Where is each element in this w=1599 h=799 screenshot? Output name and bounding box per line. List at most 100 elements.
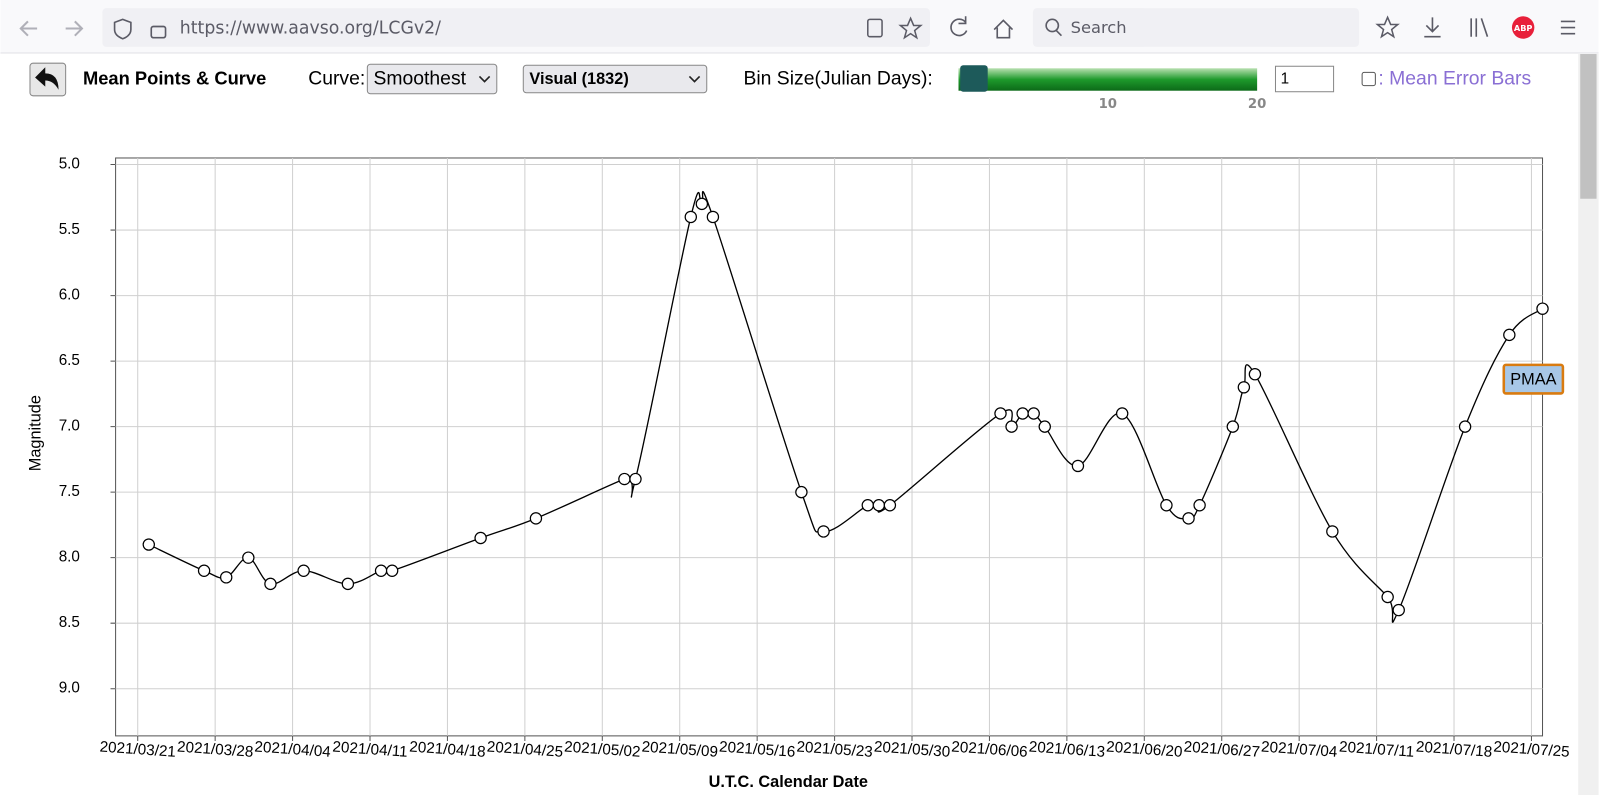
y-tick-label: 9.0	[59, 680, 80, 697]
y-tick-label: 7.0	[59, 418, 80, 435]
bin-input-value[interactable]: 1	[1281, 71, 1290, 88]
plot-area	[115, 157, 1544, 737]
addon-icon[interactable]	[1511, 16, 1535, 39]
mean-point	[1160, 499, 1173, 512]
y-tick-label: 6.5	[59, 352, 80, 369]
mean-point	[861, 499, 874, 512]
x-tick-label: 2021/07/18	[1415, 739, 1492, 761]
home-icon[interactable]	[993, 19, 1014, 39]
x-tick-label: 2021/06/20	[1106, 739, 1183, 761]
mean-point	[242, 551, 255, 564]
mean-point	[1005, 420, 1018, 433]
search-box[interactable]	[1032, 8, 1360, 47]
back-button[interactable]	[19, 20, 38, 37]
reader-icon[interactable]	[867, 18, 883, 38]
star-label: PMAA	[1510, 370, 1556, 388]
x-axis-title: U.T.C. Calendar Date	[709, 773, 868, 791]
search-placeholder[interactable]: Search	[1071, 18, 1127, 37]
mean-point	[994, 407, 1007, 420]
mean-point	[1503, 328, 1516, 342]
mean-point	[1038, 420, 1051, 433]
mean-point	[1027, 407, 1040, 420]
y-tick-label: 5.5	[59, 221, 80, 238]
mean-point	[706, 210, 720, 224]
download-icon[interactable]	[1424, 17, 1441, 38]
x-tick-label: 2021/06/06	[951, 739, 1028, 761]
y-tick-label: 5.0	[59, 156, 80, 173]
y-axis-title: Magnitude	[26, 395, 44, 471]
mean-point	[374, 564, 388, 577]
mean-point	[817, 525, 830, 538]
scrollbar[interactable]	[1578, 54, 1599, 796]
mean-point	[1392, 603, 1405, 617]
slider-tick-label: 10	[1099, 97, 1117, 112]
mean-point	[341, 577, 355, 591]
mean-point	[142, 538, 155, 551]
back-arrow	[35, 67, 59, 90]
mean-point	[1458, 420, 1472, 433]
forward-button[interactable]	[65, 20, 84, 37]
x-tick-label: 2021/04/04	[254, 739, 332, 761]
x-tick-label: 2021/05/16	[718, 739, 795, 761]
x-tick-label: 2021/04/25	[486, 739, 563, 761]
x-tick-label: 2021/07/04	[1260, 739, 1338, 761]
url[interactable]: https://www.aavso.org/LCGv2/	[180, 19, 441, 39]
mean-point	[385, 564, 399, 577]
x-tick-label: 2021/04/18	[409, 739, 486, 761]
error-bars-checkbox[interactable]	[1361, 71, 1376, 87]
slider-tick-label: 20	[1248, 97, 1266, 112]
error-bars-label[interactable]: : Mean Error Bars	[1378, 68, 1531, 90]
mean-point	[795, 485, 808, 499]
mean-point	[529, 512, 543, 525]
url-bar[interactable]	[102, 8, 930, 47]
bin-input[interactable]	[1274, 65, 1335, 93]
x-tick-label: 2021/03/21	[99, 739, 176, 761]
mean-point	[618, 472, 631, 486]
y-tick-label: 6.0	[59, 287, 80, 304]
mean-point	[1237, 381, 1251, 394]
shield-icon[interactable]	[113, 18, 132, 40]
slider-thumb	[960, 65, 988, 92]
x-tick-label: 2021/05/02	[564, 739, 641, 761]
band-value[interactable]: Visual (1832)	[529, 70, 628, 88]
bookmarks-icon[interactable]	[1375, 15, 1400, 39]
y-tick-label: 8.5	[59, 614, 80, 631]
lock-icon[interactable]	[150, 25, 167, 39]
x-tick-label: 2021/07/25	[1493, 739, 1570, 761]
mean-point	[219, 571, 233, 584]
y-tick-label: 8.0	[59, 549, 80, 566]
x-tick-label: 2021/06/13	[1028, 739, 1105, 761]
mean-point	[474, 531, 487, 545]
x-tick-label: 2021/07/11	[1338, 739, 1414, 761]
toolbar-title: Mean Points & Curve	[83, 67, 266, 88]
mean-point	[1182, 512, 1195, 525]
x-tick-label: 2021/04/11	[332, 739, 408, 761]
bookmark-icon[interactable]	[898, 16, 923, 40]
curve-value[interactable]: Smoothest	[373, 68, 466, 90]
mean-point	[297, 564, 310, 577]
y-tick-label: 7.5	[59, 483, 80, 500]
mean-point	[1193, 499, 1206, 512]
bin-slider[interactable]	[958, 68, 1258, 91]
x-tick-label: 2021/06/27	[1183, 739, 1260, 761]
curve-label: Curve:	[308, 68, 365, 90]
curve-select[interactable]	[366, 63, 498, 95]
mean-point	[1326, 525, 1339, 538]
addon-label[interactable]: ABP	[1514, 23, 1533, 33]
bin-label: Bin Size(Julian Days):	[743, 68, 932, 90]
band-select[interactable]	[522, 64, 708, 94]
library-icon[interactable]	[1470, 18, 1489, 37]
mean-point	[1115, 407, 1129, 420]
x-tick-label: 2021/05/30	[873, 739, 950, 761]
reload-icon[interactable]	[950, 16, 968, 37]
mean-point	[1226, 420, 1240, 433]
x-tick-label: 2021/03/28	[176, 739, 253, 761]
scroll-thumb[interactable]	[1580, 54, 1597, 199]
x-tick-label: 2021/05/09	[641, 739, 718, 761]
mean-point	[1381, 590, 1394, 604]
menu-icon[interactable]	[1560, 20, 1576, 35]
mean-point	[1536, 302, 1549, 315]
